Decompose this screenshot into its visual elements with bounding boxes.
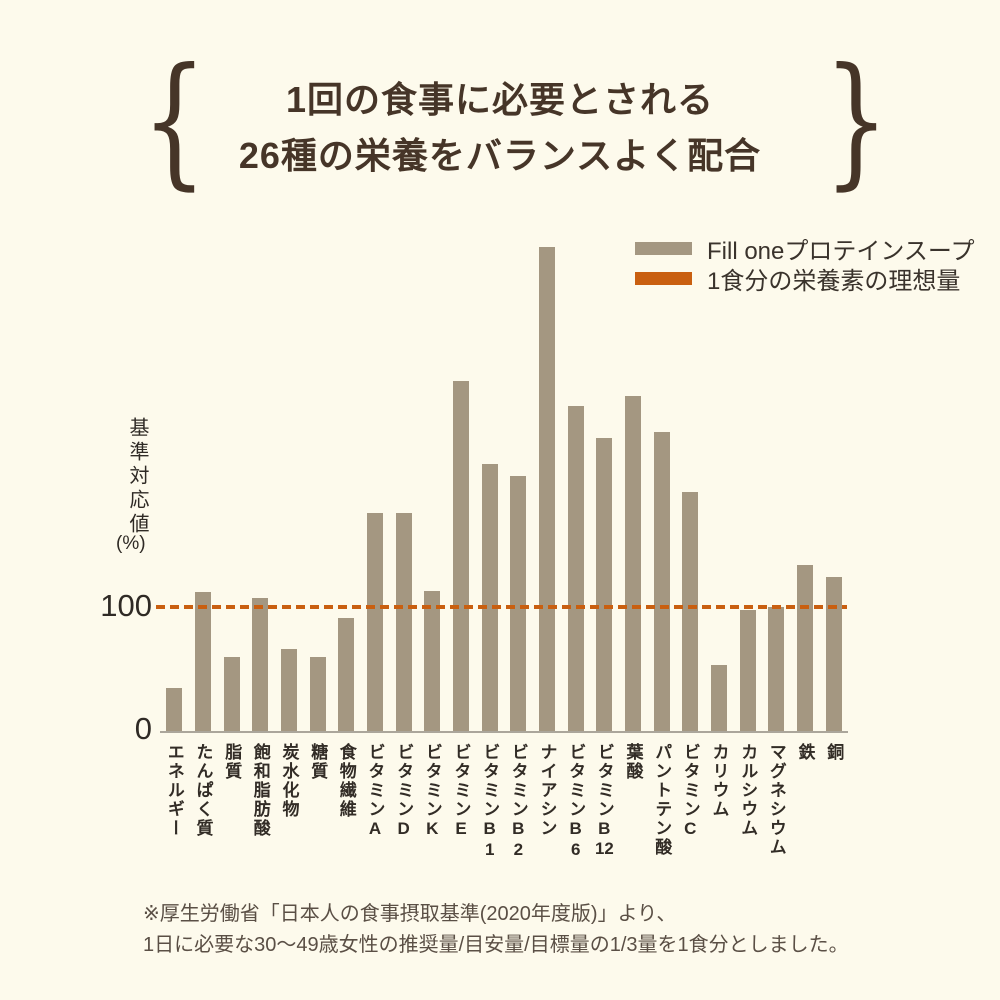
x-label-ビタミンB12: ビタミンB12 [594, 743, 614, 857]
x-label-ビタミンA: ビタミンA [365, 743, 385, 840]
x-label-たんぱく質: たんぱく質 [193, 743, 213, 838]
x-label-食物繊維: 食物繊維 [336, 743, 356, 819]
bar-エネルギー [166, 687, 183, 731]
x-label-ビタミンK: ビタミンK [422, 743, 442, 840]
bar-糖質 [309, 656, 326, 731]
bar-マグネシウム [768, 607, 785, 731]
y-axis-unit: (%) [116, 533, 146, 554]
legend-item-protein-soup: Fill oneプロテインスープ [635, 233, 975, 265]
bar-たんぱく質 [195, 592, 211, 731]
bar-鉄 [797, 564, 813, 731]
x-axis-line [160, 730, 848, 733]
x-label-ビタミンE: ビタミンE [451, 743, 471, 840]
bar-食物繊維 [338, 618, 355, 731]
y-tick-0: 0 [134, 711, 152, 746]
bar-ナイアシン [539, 247, 555, 731]
bar-ビタミンB12 [596, 438, 613, 731]
x-label-ナイアシン: ナイアシン [537, 743, 557, 838]
legend-item-ideal-amount: 1食分の栄養素の理想量 [635, 263, 974, 295]
bar-ビタミンB2 [510, 475, 527, 731]
page-title-line2: 26種の栄養をバランスよく配合 [238, 135, 762, 176]
page-title: 1回の食事に必要とされる 26種の栄養をバランスよく配合 [0, 72, 1000, 184]
x-label-パントテン酸: パントテン酸 [652, 743, 672, 857]
bar-カリウム [711, 665, 727, 731]
x-label-脂質: 脂質 [222, 743, 242, 781]
x-label-ビタミンB1: ビタミンB1 [480, 743, 500, 861]
legend-label-bar-series: Fill oneプロテインスープ [707, 237, 975, 265]
footnote: ※厚生労働省「日本人の食事摂取基準(2020年度版)」より、 1日に必要な30〜… [143, 899, 849, 961]
decorative-brace-left: { [141, 38, 208, 204]
bar-ビタミンE [453, 381, 469, 731]
plot-area [156, 243, 848, 733]
legend-swatch-bar-series [635, 241, 692, 255]
y-axis-title: 基準対応値 [126, 417, 148, 537]
bar-炭水化物 [281, 649, 297, 731]
legend-label-reference-line: 1食分の栄養素の理想量 [707, 267, 961, 295]
decorative-brace-right: } [823, 38, 890, 204]
bar-銅 [825, 577, 842, 731]
x-label-糖質: 糖質 [308, 743, 328, 781]
x-label-炭水化物: 炭水化物 [279, 743, 299, 819]
x-label-カリウム: カリウム [709, 743, 729, 819]
page-title-line1: 1回の食事に必要とされる [285, 79, 715, 120]
bar-カルシウム [739, 609, 756, 731]
x-axis-labels: エネルギー たんぱく質 脂質 飽和脂肪酸 炭水化物 糖質 食物繊維 ビタミンA ビタミンD ビタミ… [160, 743, 848, 883]
legend-swatch-reference-line [635, 271, 692, 285]
x-label-ビタミンB6: ビタミンB6 [566, 743, 586, 861]
x-label-飽和脂肪酸: 飽和脂肪酸 [250, 743, 270, 838]
bar-ビタミンK [424, 590, 441, 731]
bar-ビタミンC [682, 491, 699, 731]
reference-line-100pct [156, 605, 847, 609]
x-label-銅: 銅 [824, 743, 844, 762]
x-label-ビタミンC: ビタミンC [680, 743, 700, 840]
bar-脂質 [223, 656, 240, 731]
y-tick-100: 100 [100, 588, 152, 623]
x-label-葉酸: 葉酸 [623, 743, 643, 781]
x-label-ビタミンD: ビタミンD [394, 743, 414, 840]
chart-legend: Fill oneプロテインスープ 1食分の栄養素の理想量 [635, 233, 975, 295]
x-label-エネルギー: エネルギー [164, 743, 184, 838]
x-label-カルシウム: カルシウム [738, 743, 758, 838]
bar-ビタミンB6 [567, 406, 584, 731]
bar-ビタミンA [367, 512, 383, 731]
x-label-マグネシウム: マグネシウム [766, 743, 786, 857]
bar-飽和脂肪酸 [252, 598, 269, 731]
x-label-鉄: 鉄 [795, 743, 815, 762]
x-label-ビタミンB2: ビタミンB2 [508, 743, 528, 861]
bar-葉酸 [625, 396, 641, 731]
bar-ビタミンD [395, 512, 412, 731]
bar-パントテン酸 [653, 432, 670, 731]
footnote-line2: 1日に必要な30〜49歳女性の推奨量/目安量/目標量の1/3量を1食分としました… [143, 934, 849, 956]
bar-ビタミンB1 [481, 464, 498, 731]
footnote-line1: ※厚生労働省「日本人の食事摂取基準(2020年度版)」より、 [143, 903, 677, 925]
